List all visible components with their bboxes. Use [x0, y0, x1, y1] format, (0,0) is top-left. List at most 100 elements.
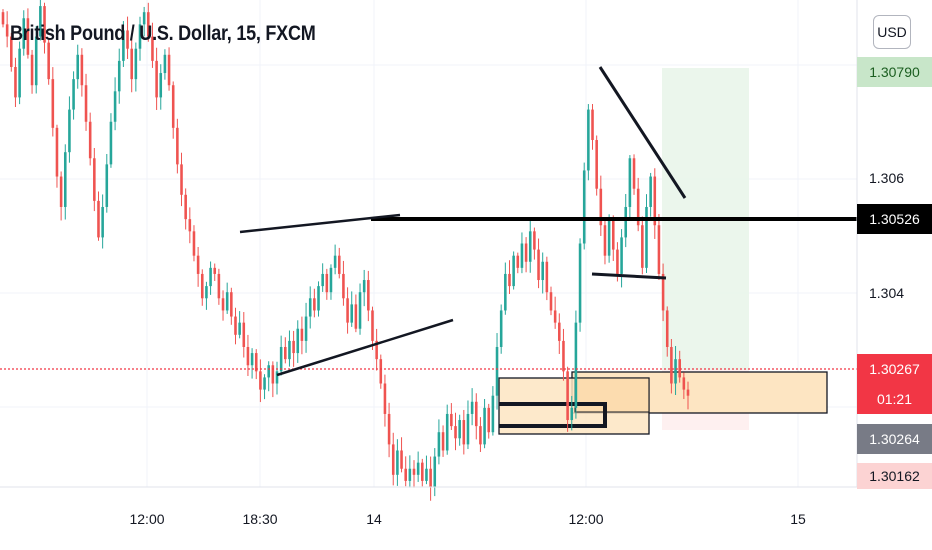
candle-body: [362, 280, 366, 293]
candle-body: [221, 298, 225, 311]
candle-body: [375, 340, 378, 360]
candle-body: [416, 462, 420, 475]
candle-body: [213, 267, 217, 274]
candle-body: [159, 73, 163, 98]
candle-body: [645, 206, 648, 268]
candle-body: [462, 420, 466, 445]
candle-body: [412, 468, 416, 475]
candle-body: [163, 54, 167, 74]
candle-body: [68, 109, 71, 153]
x-tick-label: 12:00: [568, 511, 604, 527]
stop-price-label: 1.30162: [857, 463, 932, 489]
candle-body: [134, 48, 138, 80]
candle-body: [122, 30, 125, 61]
candle-body: [537, 249, 540, 281]
candle-body: [624, 206, 628, 238]
candle-body: [225, 292, 229, 311]
candle-body: [479, 426, 482, 445]
candle-body: [470, 401, 474, 414]
candle-body: [246, 346, 250, 366]
candle-body: [367, 280, 370, 311]
candle-body: [466, 413, 470, 445]
candle-body: [200, 273, 204, 299]
candle-body: [491, 395, 495, 433]
candle-body: [250, 353, 254, 366]
candle-body: [1, 12, 5, 25]
trendline-upper-left[interactable]: [239, 213, 401, 234]
candle-body: [292, 340, 295, 354]
candle-body: [84, 85, 88, 122]
candle-body: [657, 225, 661, 274]
candle-body: [113, 91, 117, 122]
candle-body: [14, 66, 17, 98]
candle-body: [524, 243, 528, 262]
candle-body: [180, 164, 183, 195]
candle-body: [205, 286, 208, 299]
candle-body: [595, 140, 598, 189]
candle-body: [582, 170, 586, 244]
target-price-label: 1.30790: [857, 57, 932, 87]
candle-body: [674, 359, 677, 384]
candle-body: [636, 188, 640, 226]
candle-body: [499, 310, 503, 347]
candle-body: [549, 292, 553, 311]
candle-body: [188, 219, 192, 232]
candle-body: [329, 267, 333, 293]
candle-body: [504, 273, 507, 311]
candle-body: [487, 407, 491, 433]
candle-body: [649, 176, 652, 207]
candle-body: [242, 322, 246, 347]
countdown-label: 01:21: [857, 384, 932, 414]
trendline-lower-left[interactable]: [276, 318, 454, 377]
candle-body: [653, 176, 657, 226]
candle-body: [26, 18, 30, 55]
candle-body: [192, 231, 196, 256]
bid-price-label: 1.30264: [857, 424, 932, 454]
candle-body: [288, 340, 291, 360]
candle-body: [234, 316, 237, 335]
candle-body: [379, 359, 383, 384]
candle-body: [80, 54, 84, 86]
candle-body: [217, 273, 221, 299]
candle-body: [271, 365, 275, 384]
x-tick-label: 15: [790, 511, 806, 527]
trendline-descending[interactable]: [598, 66, 687, 199]
candle-body: [34, 36, 38, 86]
candle-body: [39, 6, 42, 37]
candle-body: [483, 407, 486, 445]
candle-body: [661, 273, 665, 311]
candle-body: [97, 200, 100, 238]
candle-body: [371, 310, 374, 341]
candle-body: [400, 450, 403, 469]
chart-title: British Pound / U.S. Dollar, 15, FXCM: [10, 22, 316, 45]
candle-body: [562, 340, 565, 372]
candle-body: [628, 158, 632, 207]
candle-body: [313, 298, 316, 311]
candle-body: [254, 353, 258, 372]
candle-body: [574, 322, 578, 408]
candle-body: [209, 267, 212, 287]
trendline-neckline[interactable]: [591, 272, 667, 280]
candle-body: [342, 273, 345, 299]
candle-body: [620, 237, 623, 274]
candle-body: [47, 42, 50, 80]
y-tick-label: 1.306: [869, 170, 905, 186]
candle-body: [358, 292, 362, 329]
candle-body: [396, 450, 399, 475]
candle-body: [142, 12, 146, 25]
candle-body: [616, 249, 619, 274]
candle-body: [5, 24, 9, 37]
candle-body: [512, 255, 515, 287]
candle-body: [678, 359, 681, 378]
currency-button[interactable]: USD: [873, 15, 911, 49]
grid: [0, 0, 857, 487]
candle-body: [495, 346, 499, 396]
candle-body: [308, 298, 312, 317]
candle-body: [603, 225, 607, 256]
candle-body: [591, 109, 594, 141]
candle-body: [404, 468, 407, 481]
candle-body: [670, 346, 673, 384]
candle-body: [230, 292, 233, 317]
candle-body: [599, 188, 603, 226]
